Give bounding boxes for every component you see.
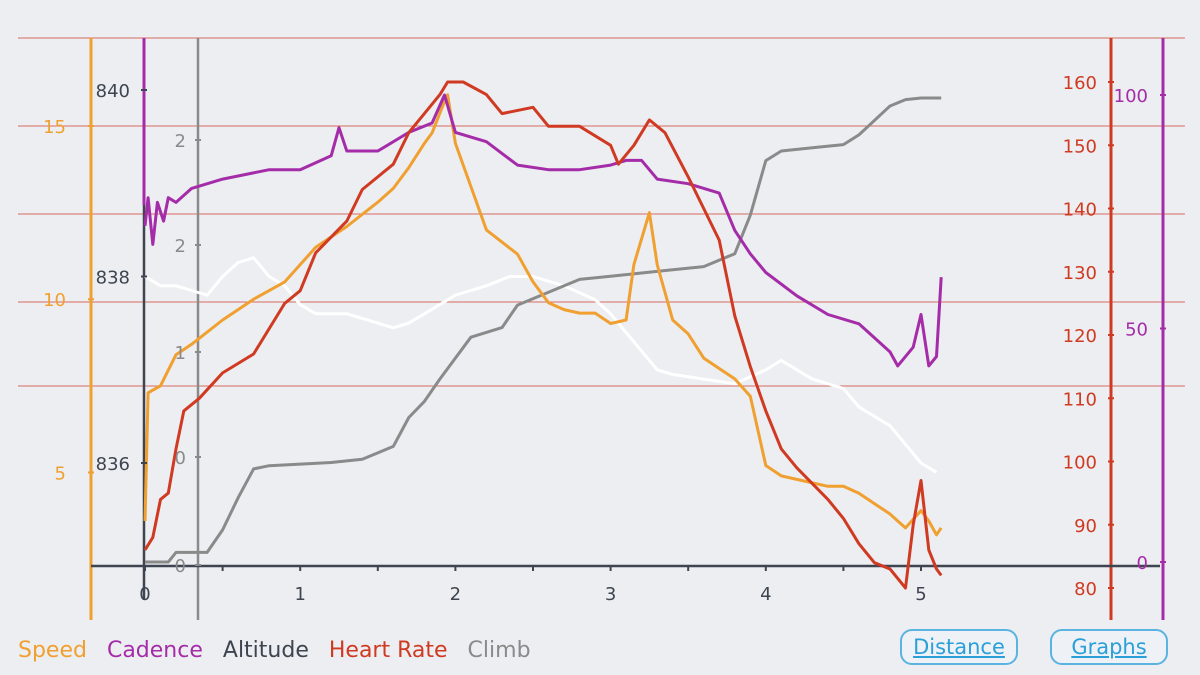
altitude-tick-label: 838 — [96, 268, 130, 289]
speed-tick-label: 15 — [43, 117, 66, 138]
heart-rate-tick-label: 90 — [1074, 516, 1097, 537]
grid-layer — [18, 37, 1185, 387]
heart-rate-tick-label: 100 — [1063, 453, 1097, 474]
climb-tick-label: 2 — [175, 131, 186, 152]
x-tick-label: 1 — [294, 584, 305, 605]
altitude-tick-label: 836 — [96, 454, 130, 475]
climb-tick-label: 0 — [175, 556, 186, 577]
legend-climb: Climb — [467, 638, 531, 663]
speed-tick-label: 10 — [43, 290, 66, 311]
distance-button[interactable]: Distance — [900, 629, 1018, 665]
series-layer — [143, 80, 943, 590]
series-line-white — [144, 256, 938, 474]
series-line-climb — [145, 96, 942, 564]
heart-rate-tick-label: 130 — [1063, 263, 1097, 284]
x-tick-label: 4 — [760, 584, 771, 605]
legend-speed: Speed — [18, 638, 87, 663]
cadence-tick-label: 50 — [1125, 320, 1148, 341]
legend-heart-rate: Heart Rate — [328, 638, 448, 663]
climb-tick-label: 2 — [175, 236, 186, 257]
legend-cadence: Cadence — [106, 638, 203, 663]
heart-rate-tick-label: 120 — [1063, 326, 1097, 347]
x-tick-label: 0 — [139, 584, 150, 605]
graphs-button[interactable]: Graphs — [1050, 629, 1168, 665]
ticks-layer: 0 1 2 3 4 5 5 10 15 836 838 840 0 0 1 2 2 80 90 100 110 120 13… — [43, 73, 1166, 605]
cadence-tick-label: 100 — [1114, 86, 1148, 107]
legend-altitude: Altitude — [222, 638, 309, 663]
heart-rate-tick-label: 150 — [1063, 136, 1097, 157]
legend: Speed Cadence Altitude Heart Rate Climb — [18, 638, 551, 663]
x-tick-label: 3 — [605, 584, 616, 605]
heart-rate-tick-label: 160 — [1063, 73, 1097, 94]
speed-tick-label: 5 — [55, 463, 66, 484]
series-line-speed — [143, 93, 943, 537]
x-tick-label: 5 — [915, 584, 926, 605]
altitude-tick-label: 840 — [96, 81, 130, 102]
x-tick-label: 2 — [450, 584, 461, 605]
axes-layer — [89, 38, 1165, 620]
climb-tick-label: 0 — [175, 448, 186, 469]
heart-rate-tick-label: 80 — [1074, 579, 1097, 600]
cadence-tick-label: 0 — [1137, 553, 1148, 574]
climb-tick-label: 1 — [175, 343, 186, 364]
heart-rate-tick-label: 140 — [1063, 200, 1097, 221]
heart-rate-tick-label: 110 — [1063, 389, 1097, 410]
series-line-cadence — [143, 93, 943, 368]
series-line-heart-rate — [143, 80, 943, 590]
